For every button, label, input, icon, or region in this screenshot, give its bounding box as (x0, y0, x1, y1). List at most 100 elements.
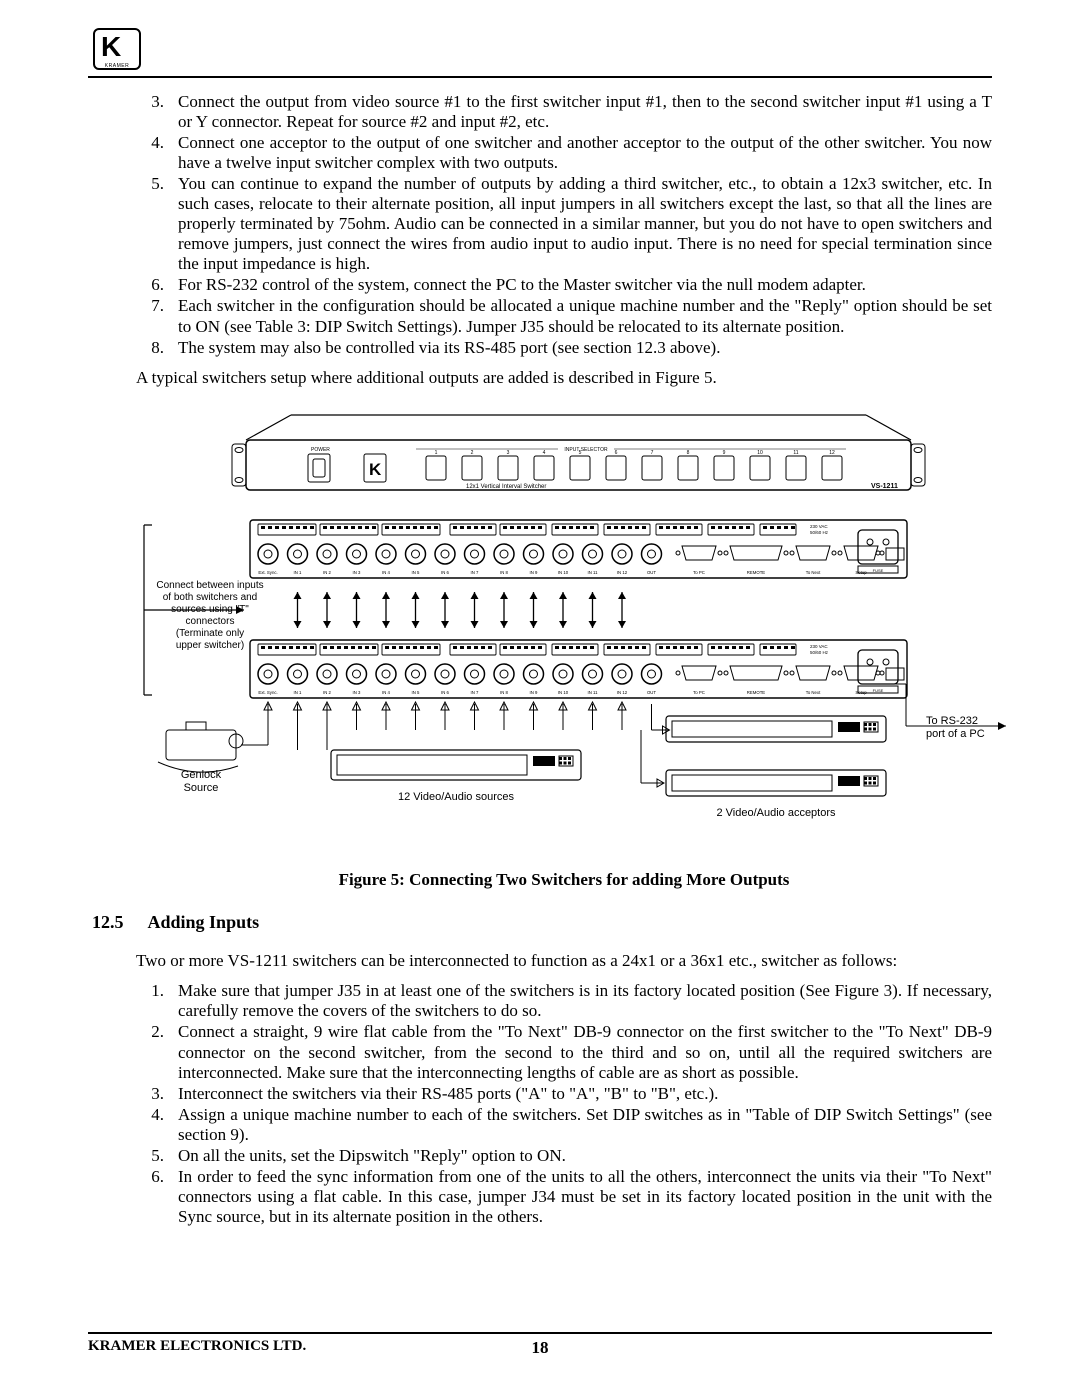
list-item-text: Connect the output from video source #1 … (178, 92, 992, 131)
page-footer: KRAMER ELECTRONICS LTD. 18 (88, 1332, 992, 1355)
svg-text:To Next: To Next (806, 690, 821, 695)
list-item-number: 3. (136, 92, 164, 112)
svg-text:9: 9 (723, 450, 726, 456)
svg-text:IN 11: IN 11 (588, 570, 599, 575)
logo-brand: KRAMER (95, 63, 139, 69)
list-item-text: Each switcher in the configuration shoul… (178, 296, 992, 335)
svg-text:To Next: To Next (806, 570, 821, 575)
list-item: 6.For RS-232 control of the system, conn… (136, 275, 992, 295)
svg-text:5: 5 (579, 450, 582, 456)
list-item-text: Interconnect the switchers via their RS-… (178, 1084, 718, 1103)
svg-text:To PC: To PC (693, 690, 705, 695)
svg-text:Ext. Sync.: Ext. Sync. (258, 570, 277, 575)
svg-text:2: 2 (471, 450, 474, 456)
brand-logo: K KRAMER (93, 28, 141, 70)
list-item-text: The system may also be controlled via it… (178, 338, 720, 357)
list-item: 8. The system may also be controlled via … (136, 338, 992, 358)
svg-text:To PC: To PC (693, 570, 705, 575)
svg-text:50/60 Hz: 50/60 Hz (810, 530, 829, 535)
list-item-text: In order to feed the sync information fr… (178, 1167, 992, 1226)
svg-text:connectors: connectors (186, 616, 235, 627)
svg-text:8: 8 (687, 450, 690, 456)
svg-text:6: 6 (615, 450, 618, 456)
svg-text:IN 5: IN 5 (412, 570, 420, 575)
instruction-list-1: 3. Connect the output from video source #… (136, 92, 992, 358)
list-item-text: Connect one acceptor to the output of on… (178, 133, 992, 172)
svg-text:VS-1211: VS-1211 (871, 483, 898, 490)
list-item-number: 7. (136, 296, 164, 316)
figure-intro-paragraph: A typical switchers setup where addition… (136, 368, 992, 388)
svg-text:Source: Source (184, 782, 219, 794)
list-item-number: 4. (136, 133, 164, 153)
list-item-text: Assign a unique machine number to each o… (178, 1105, 992, 1144)
svg-text:Genlock: Genlock (181, 769, 222, 781)
svg-text:IN 6: IN 6 (441, 570, 449, 575)
list-item-number: 6. (136, 1167, 164, 1187)
svg-text:FUSE: FUSE (873, 568, 884, 573)
svg-text:FUSE: FUSE (873, 688, 884, 693)
list-item: 7. Each switcher in the configuration sho… (136, 296, 992, 336)
list-item-number: 1. (136, 981, 164, 1001)
list-item: 3. Connect the output from video source #… (136, 92, 992, 132)
svg-text:(Terminate only: (Terminate only (176, 628, 244, 639)
list-item: 4. Connect one acceptor to the output of … (136, 133, 992, 173)
list-item: 1.Make sure that jumper J35 in at least … (136, 981, 992, 1021)
svg-text:50/60 Hz: 50/60 Hz (810, 650, 829, 655)
instruction-list-2: 1.Make sure that jumper J35 in at least … (136, 981, 992, 1227)
svg-text:POWER: POWER (311, 447, 330, 453)
svg-text:230 VAC: 230 VAC (810, 644, 828, 649)
svg-text:IN 1: IN 1 (294, 570, 302, 575)
svg-text:of both switchers and: of both switchers and (163, 592, 258, 603)
svg-text:12: 12 (829, 450, 835, 456)
svg-text:10: 10 (757, 450, 763, 456)
svg-text:Connect between inputs: Connect between inputs (156, 580, 263, 591)
svg-text:2 Video/Audio acceptors: 2 Video/Audio acceptors (716, 807, 836, 819)
svg-text:OUT: OUT (647, 570, 656, 575)
svg-text:230 VAC: 230 VAC (810, 524, 828, 529)
list-item: 6. In order to feed the sync information … (136, 1167, 992, 1227)
list-item: 5.You can continue to expand the number … (136, 174, 992, 274)
section-number: 12.5 (92, 912, 144, 933)
svg-text:IN 3: IN 3 (353, 570, 361, 575)
svg-text:upper switcher): upper switcher) (176, 640, 244, 651)
list-item: 5.On all the units, set the Dipswitch "R… (136, 1146, 992, 1166)
list-item: 2.Connect a straight, 9 wire flat cable … (136, 1022, 992, 1082)
svg-text:IN 3: IN 3 (353, 690, 361, 695)
svg-text:IN 7: IN 7 (471, 690, 479, 695)
section-intro-paragraph: Two or more VS-1211 switchers can be int… (136, 951, 992, 971)
list-item: 4. Assign a unique machine number to each… (136, 1105, 992, 1145)
footer-page-number: 18 (532, 1338, 549, 1358)
svg-text:port of a PC: port of a PC (926, 728, 985, 740)
svg-text:To RS-232: To RS-232 (926, 715, 978, 727)
svg-text:7: 7 (651, 450, 654, 456)
svg-text:11: 11 (793, 450, 798, 456)
svg-text:K: K (369, 460, 382, 479)
svg-text:12 Video/Audio sources: 12 Video/Audio sources (398, 791, 514, 803)
list-item: 3. Interconnect the switchers via their R… (136, 1084, 992, 1104)
list-item-number: 4. (136, 1105, 164, 1125)
list-item-number: 5. (136, 1146, 164, 1166)
svg-text:IN 9: IN 9 (530, 570, 538, 575)
svg-text:Ext. Sync.: Ext. Sync. (258, 690, 277, 695)
svg-text:IN 11: IN 11 (588, 690, 599, 695)
svg-text:IN 4: IN 4 (382, 570, 390, 575)
svg-text:3: 3 (507, 450, 510, 456)
svg-text:REMOTE: REMOTE (747, 690, 766, 695)
svg-text:12x1 Vertical Interval Switche: 12x1 Vertical Interval Switcher (466, 484, 546, 490)
list-item-number: 5. (136, 174, 164, 194)
svg-text:IN 2: IN 2 (323, 570, 331, 575)
list-item-text: For RS-232 control of the system, connec… (178, 275, 866, 294)
svg-text:IN 2: IN 2 (323, 690, 331, 695)
svg-text:IN 8: IN 8 (500, 690, 508, 695)
svg-text:IN 1: IN 1 (294, 690, 302, 695)
svg-text:OUT: OUT (647, 690, 656, 695)
svg-text:IN 5: IN 5 (412, 690, 420, 695)
svg-text:IN 10: IN 10 (558, 690, 569, 695)
list-item-number: 2. (136, 1022, 164, 1042)
svg-text:4: 4 (543, 450, 546, 456)
section-heading: 12.5 Adding Inputs (92, 912, 992, 933)
svg-text:REMOTE: REMOTE (747, 570, 766, 575)
list-item-number: 8. (136, 338, 164, 358)
svg-text:IN 8: IN 8 (500, 570, 508, 575)
list-item-number: 3. (136, 1084, 164, 1104)
